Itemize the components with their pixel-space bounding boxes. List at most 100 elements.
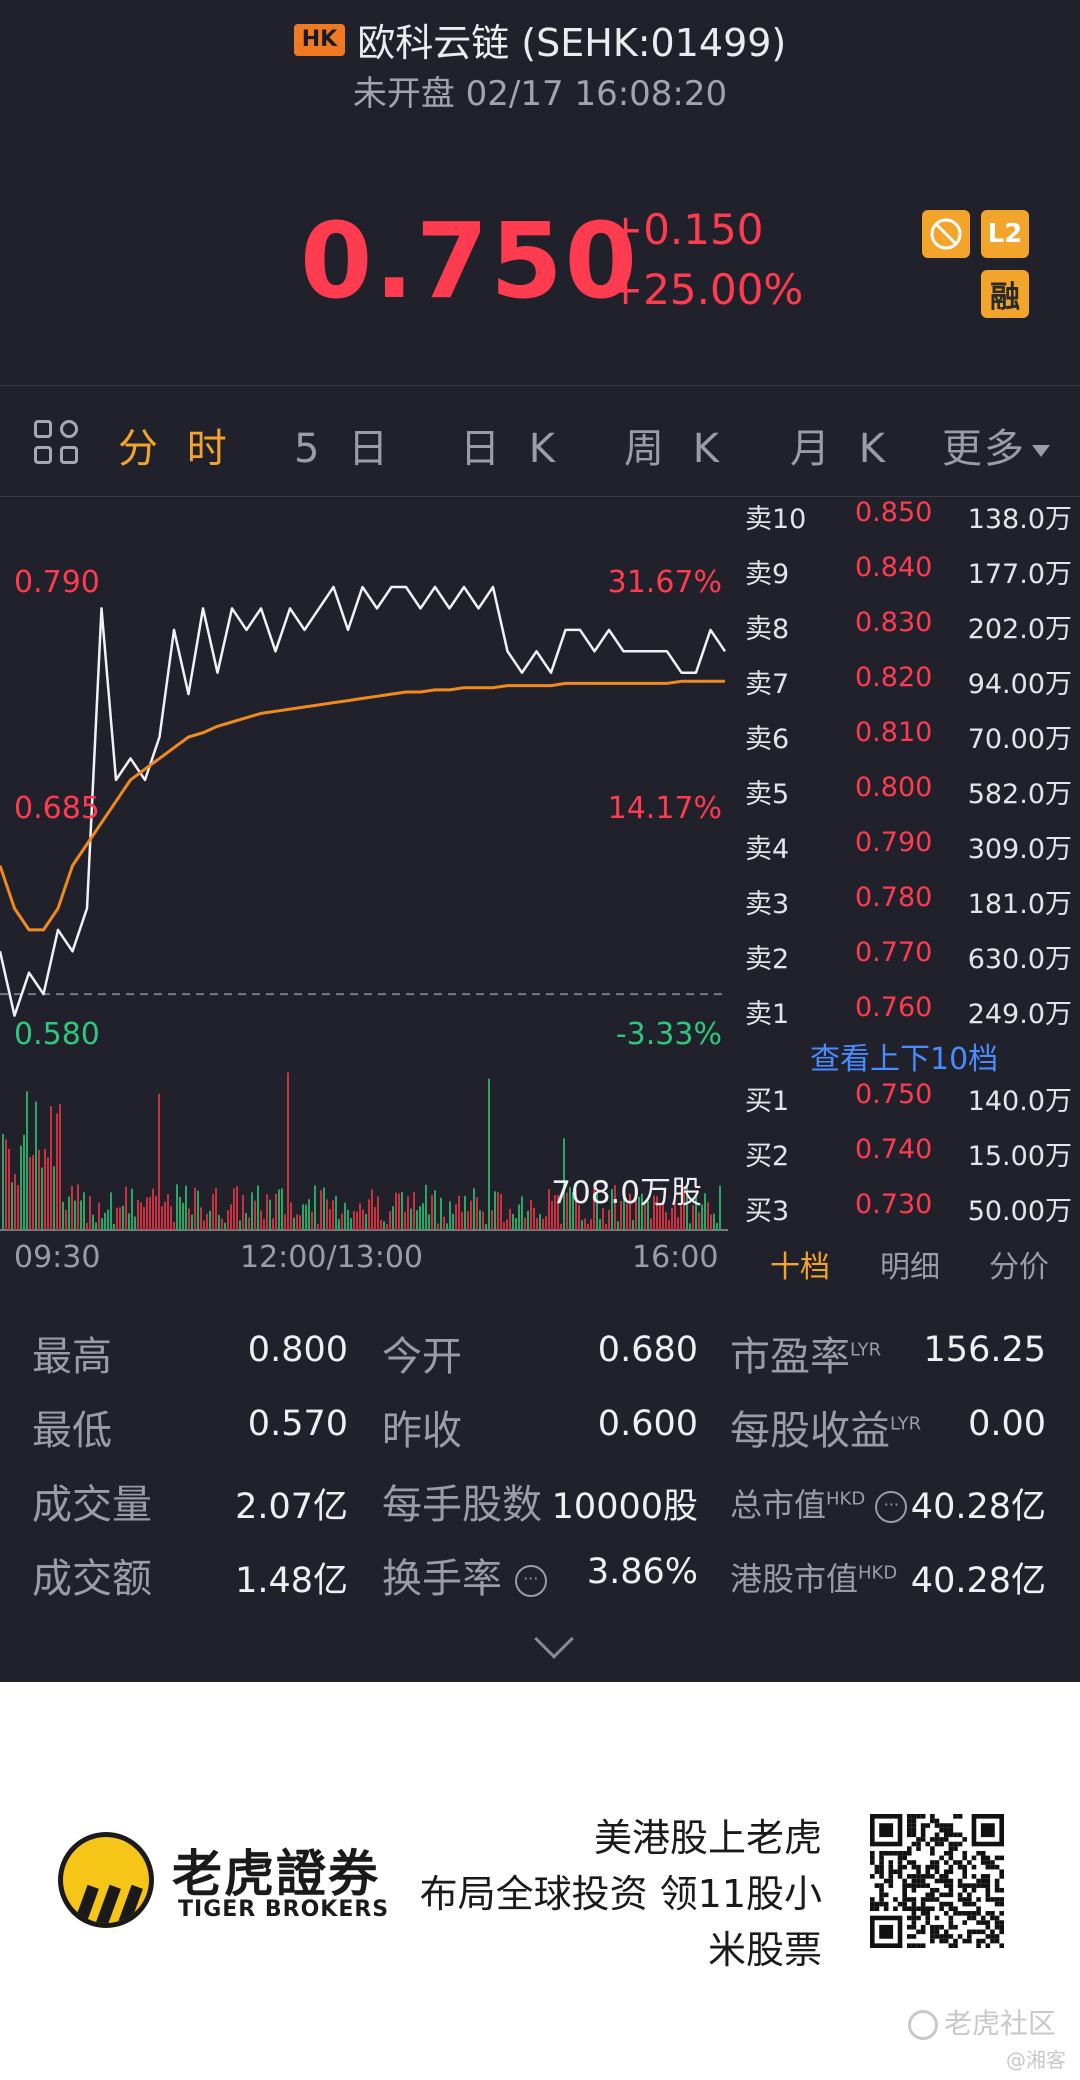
tab-price-dist[interactable]: 分价 bbox=[989, 1250, 1049, 1285]
volume-bar bbox=[128, 1213, 130, 1230]
qr-module bbox=[943, 1832, 949, 1838]
info-icon[interactable]: ··· bbox=[514, 1565, 547, 1597]
qr-module bbox=[870, 1855, 875, 1861]
ask-label: 卖10 bbox=[745, 504, 807, 535]
qr-module bbox=[930, 1837, 935, 1842]
stock-title[interactable]: 欧科云链 (SEHK:01499) bbox=[357, 21, 787, 65]
qr-module bbox=[906, 1823, 912, 1828]
tab-daily-k[interactable]: 日 K bbox=[460, 426, 563, 472]
level2-badge[interactable]: L2 bbox=[981, 210, 1029, 258]
qr-finder bbox=[980, 1823, 995, 1838]
tab-monthly-k[interactable]: 月 K bbox=[790, 426, 893, 472]
qr-module bbox=[985, 1920, 991, 1925]
volume-bar bbox=[182, 1202, 184, 1230]
volume-bar bbox=[173, 1221, 175, 1230]
tab-intraday[interactable]: 分 时 bbox=[118, 426, 235, 472]
tab-5day[interactable]: 5 日 bbox=[294, 426, 397, 472]
qr-module bbox=[870, 1860, 875, 1865]
volume-bar bbox=[17, 1184, 19, 1230]
qr-module bbox=[911, 1818, 917, 1824]
qr-module bbox=[879, 1874, 884, 1879]
tab-more[interactable]: 更多 bbox=[942, 416, 1050, 474]
qr-module bbox=[948, 1850, 954, 1856]
qr-module bbox=[948, 1901, 954, 1907]
volume-bar bbox=[215, 1187, 217, 1230]
grid-menu-icon[interactable] bbox=[34, 420, 80, 466]
volume-bar bbox=[683, 1186, 685, 1230]
qr-module bbox=[893, 1897, 898, 1902]
qr-module bbox=[939, 1837, 944, 1842]
tab-details[interactable]: 明细 bbox=[880, 1250, 940, 1285]
volume-bar bbox=[467, 1210, 469, 1230]
volume-bar bbox=[143, 1207, 145, 1230]
qr-module bbox=[985, 1878, 991, 1884]
volume-bar bbox=[53, 1166, 55, 1230]
qr-module bbox=[990, 1915, 995, 1921]
volume-bar bbox=[518, 1204, 520, 1230]
volume-bar bbox=[266, 1194, 268, 1230]
promo-banner[interactable]: 老虎證券 TIGER BROKERS 美港股上老虎 布局全球投资 领11股小 米… bbox=[0, 1682, 1080, 2080]
volume-bar bbox=[263, 1219, 265, 1230]
qr-module bbox=[943, 1878, 949, 1884]
volume-bar bbox=[119, 1207, 121, 1230]
volume-bar bbox=[407, 1196, 409, 1230]
volume-bar bbox=[89, 1196, 91, 1230]
qr-module bbox=[943, 1911, 949, 1916]
community-icon bbox=[907, 2010, 938, 2040]
qr-module bbox=[920, 1827, 926, 1833]
qr-module bbox=[879, 1855, 884, 1861]
volume-bar bbox=[224, 1222, 226, 1230]
tab-weekly-k[interactable]: 周 K bbox=[624, 426, 727, 472]
volume-bar bbox=[221, 1218, 223, 1230]
volume-bar bbox=[536, 1218, 538, 1230]
volume-bar bbox=[509, 1208, 511, 1230]
qr-module bbox=[990, 1897, 995, 1902]
qr-module bbox=[976, 1911, 981, 1916]
no-short-icon[interactable] bbox=[922, 210, 970, 258]
volume-bar bbox=[662, 1201, 664, 1230]
volume-bar bbox=[185, 1185, 187, 1230]
volume-bar bbox=[596, 1193, 598, 1230]
qr-module bbox=[948, 1906, 954, 1912]
qr-module bbox=[962, 1874, 968, 1879]
qr-module bbox=[953, 1860, 958, 1865]
qr-module bbox=[934, 1864, 940, 1870]
qr-module bbox=[999, 1855, 1004, 1861]
qr-module bbox=[911, 1934, 917, 1939]
price-label-mid: 0.685 bbox=[14, 791, 100, 826]
volume-bar bbox=[101, 1218, 103, 1230]
qr-module bbox=[943, 1874, 949, 1879]
qr-module bbox=[971, 1911, 977, 1916]
tab-ten-levels[interactable]: 十档 bbox=[770, 1250, 830, 1285]
qr-module bbox=[957, 1883, 963, 1888]
qr-module bbox=[934, 1869, 940, 1875]
info-icon[interactable]: ··· bbox=[875, 1491, 908, 1523]
volume-bar bbox=[362, 1209, 364, 1230]
volume-bar bbox=[404, 1211, 406, 1230]
view-10-levels-link[interactable]: 查看上下10档 bbox=[810, 1042, 999, 1077]
volume-bar bbox=[422, 1203, 424, 1230]
qr-module bbox=[976, 1920, 981, 1925]
qr-module bbox=[930, 1850, 935, 1856]
volume-bar bbox=[434, 1190, 436, 1230]
volume-bar bbox=[161, 1206, 163, 1230]
qr-module bbox=[971, 1887, 977, 1893]
volume-bar bbox=[455, 1204, 457, 1230]
qr-module bbox=[906, 1883, 912, 1888]
margin-badge[interactable]: 融 bbox=[981, 270, 1029, 318]
volume-bar bbox=[449, 1201, 451, 1230]
intraday-chart[interactable]: 0.790 0.685 0.580 31.67% 14.17% -3.33% 7… bbox=[0, 497, 730, 1237]
turnover-rate-text: 换手率 bbox=[382, 1556, 502, 1602]
qr-module bbox=[976, 1878, 981, 1884]
qr-module bbox=[962, 1897, 968, 1902]
volume-bar bbox=[671, 1207, 673, 1230]
volume-bar bbox=[302, 1204, 304, 1230]
qr-module bbox=[925, 1841, 931, 1847]
qr-module bbox=[874, 1869, 880, 1875]
qr-module bbox=[911, 1883, 917, 1888]
qr-module bbox=[943, 1938, 949, 1944]
volume-bar bbox=[272, 1218, 274, 1230]
volume-bar bbox=[251, 1192, 253, 1230]
promo-slogan: 美港股上老虎 布局全球投资 领11股小 米股票 bbox=[420, 1810, 822, 1978]
volume-bar bbox=[131, 1188, 133, 1230]
